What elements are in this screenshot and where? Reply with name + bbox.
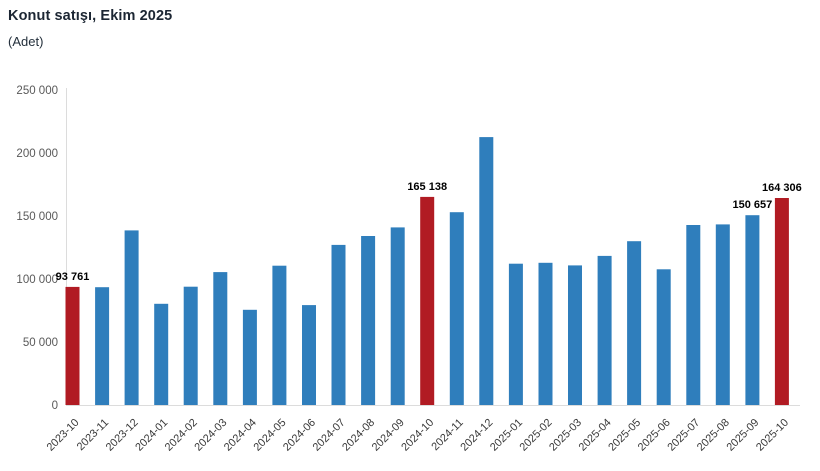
y-axis-label: 250 000 — [16, 85, 58, 97]
bar-2024-12[interactable] — [479, 137, 494, 405]
bar-2024-11[interactable] — [449, 212, 464, 405]
chart-title: Konut satışı, Ekim 2025 — [8, 8, 173, 24]
bar-2024-06[interactable] — [302, 305, 316, 405]
chart-subtitle: (Adet) — [8, 34, 44, 49]
bar-2024-08[interactable] — [361, 236, 376, 405]
bar-2024-04[interactable] — [242, 309, 257, 405]
y-axis-label: 50 000 — [23, 337, 58, 349]
bar-2024-02[interactable] — [183, 286, 198, 405]
bar-2025-09[interactable] — [745, 215, 760, 405]
y-axis-label: 100 000 — [16, 274, 58, 286]
bar-value-label: 164 306 — [762, 182, 802, 194]
bar-2025-03[interactable] — [568, 265, 582, 405]
bar-2025-06[interactable] — [656, 269, 671, 405]
bar-2024-01[interactable] — [154, 303, 169, 405]
x-axis-label: 2024-10 — [399, 417, 436, 454]
bar-2025-08[interactable] — [715, 224, 730, 405]
x-axis-label: 2025-10 — [754, 417, 791, 454]
bar-2025-07[interactable] — [686, 225, 701, 405]
bar-2023-10[interactable] — [65, 286, 80, 405]
bar-2025-04[interactable] — [597, 255, 612, 405]
bar-value-label: 165 138 — [407, 181, 447, 193]
bar-2023-12[interactable] — [124, 230, 139, 405]
bar-2024-05[interactable] — [272, 265, 287, 405]
bar-value-label: 93 761 — [56, 271, 90, 283]
bar-2024-03[interactable] — [213, 272, 228, 405]
bar-2025-10[interactable] — [774, 198, 789, 405]
bar-value-label: 150 657 — [733, 199, 773, 211]
y-axis-label: 0 — [52, 400, 58, 412]
bar-2024-09[interactable] — [390, 227, 405, 405]
x-axis-label: 2023-10 — [45, 417, 82, 454]
bar-2024-10[interactable] — [420, 196, 435, 405]
bar-2025-05[interactable] — [627, 241, 642, 405]
bar-2025-02[interactable] — [538, 262, 553, 405]
bar-2024-07[interactable] — [331, 244, 346, 405]
y-axis-label: 150 000 — [16, 211, 58, 223]
bar-2025-01[interactable] — [508, 263, 523, 405]
y-axis-label: 200 000 — [16, 148, 58, 160]
bar-2023-11[interactable] — [95, 287, 110, 405]
